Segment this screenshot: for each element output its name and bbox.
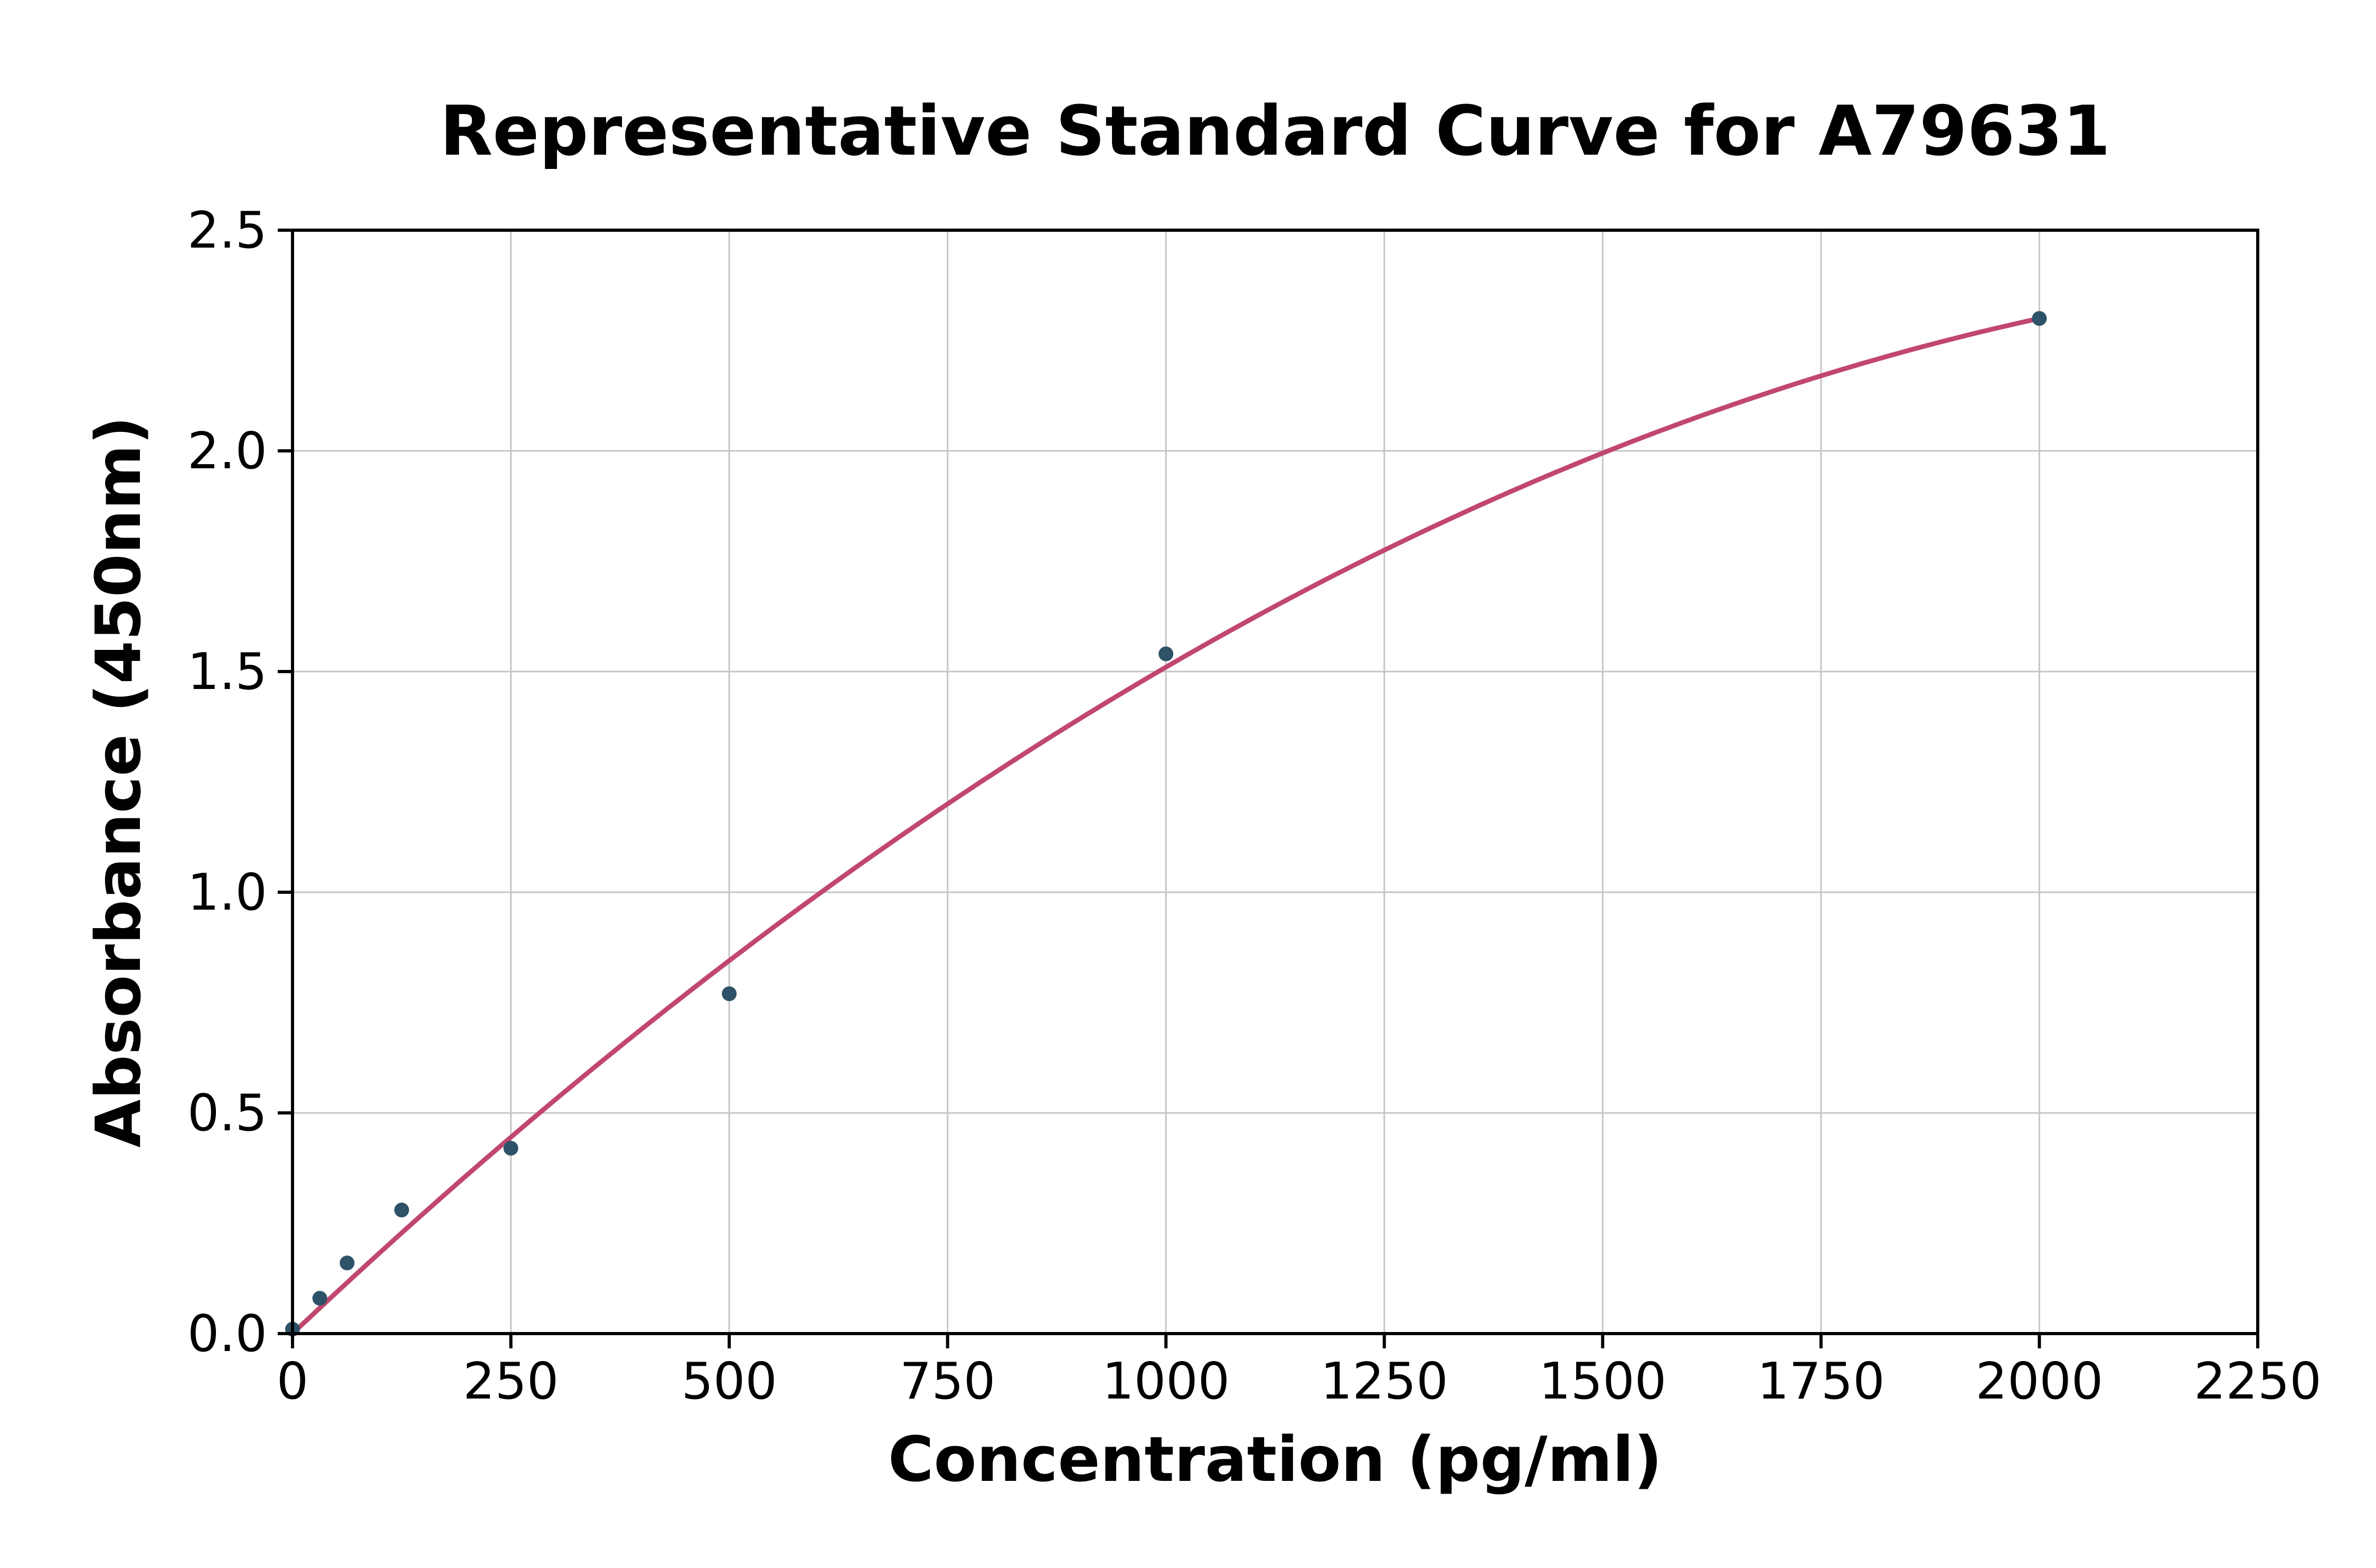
y-tick-label: 0.0	[187, 1305, 267, 1363]
y-tick-label: 0.5	[187, 1084, 267, 1142]
x-tick-label: 0	[277, 1353, 308, 1411]
y-tick-label: 1.0	[187, 864, 267, 922]
fit-curve	[290, 316, 2042, 1336]
x-tick-label: 1000	[1102, 1353, 1230, 1411]
data-point	[394, 1202, 409, 1217]
data-point	[1158, 646, 1174, 662]
x-tick-label: 2000	[1976, 1353, 2104, 1411]
y-tick-label: 1.5	[187, 643, 267, 701]
x-tick-label: 1750	[1757, 1353, 1885, 1411]
chart-title: Representative Standard Curve for A79631	[439, 91, 2111, 171]
x-tick-label: 2250	[2194, 1353, 2322, 1411]
y-tick-label: 2.0	[187, 422, 267, 480]
y-tick-label: 2.5	[187, 202, 267, 260]
x-tick-label: 500	[681, 1353, 777, 1411]
data-point	[722, 986, 737, 1002]
data-point	[312, 1291, 327, 1306]
x-tick-label: 750	[900, 1353, 995, 1411]
axes-frame	[291, 229, 2259, 1335]
data-point	[503, 1140, 518, 1156]
data-point	[2032, 311, 2047, 326]
data-point	[340, 1255, 355, 1271]
x-axis-label: Concentration (pg/ml)	[888, 1423, 1663, 1496]
x-tick-label: 1250	[1321, 1353, 1448, 1411]
x-tick-label: 250	[463, 1353, 559, 1411]
x-tick-label: 1500	[1539, 1353, 1666, 1411]
